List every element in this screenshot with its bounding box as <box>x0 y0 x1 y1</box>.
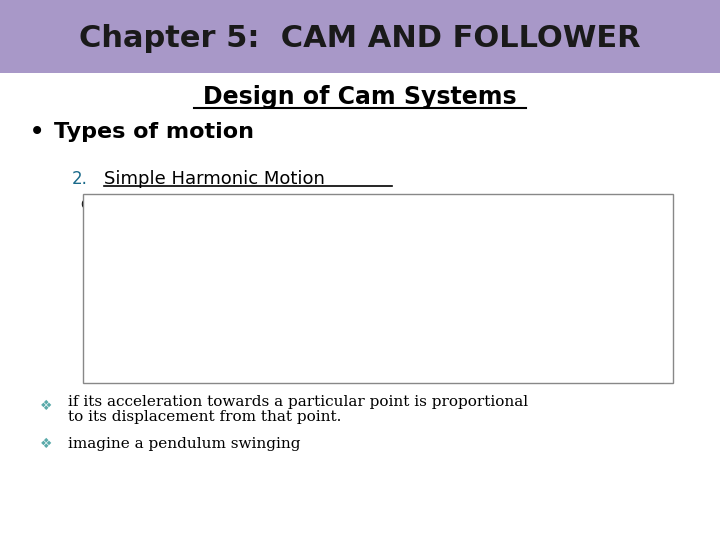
Text: imagine a pendulum swinging: imagine a pendulum swinging <box>68 437 301 451</box>
Text: 2.: 2. <box>72 170 88 188</box>
Text: •: • <box>29 118 45 146</box>
Text: ❖: ❖ <box>40 399 52 413</box>
Text: Types of motion: Types of motion <box>54 122 254 143</box>
Text: ❖: ❖ <box>40 437 52 451</box>
Text: Simple Harmonic Motion: Simple Harmonic Motion <box>104 170 325 188</box>
Text: Design of Cam Systems: Design of Cam Systems <box>203 85 517 109</box>
Text: Chapter 5:  CAM AND FOLLOWER: Chapter 5: CAM AND FOLLOWER <box>79 24 641 53</box>
Text: to its displacement from that point.: to its displacement from that point. <box>68 410 342 424</box>
Text: if its acceleration towards a particular point is proportional: if its acceleration towards a particular… <box>68 395 528 409</box>
